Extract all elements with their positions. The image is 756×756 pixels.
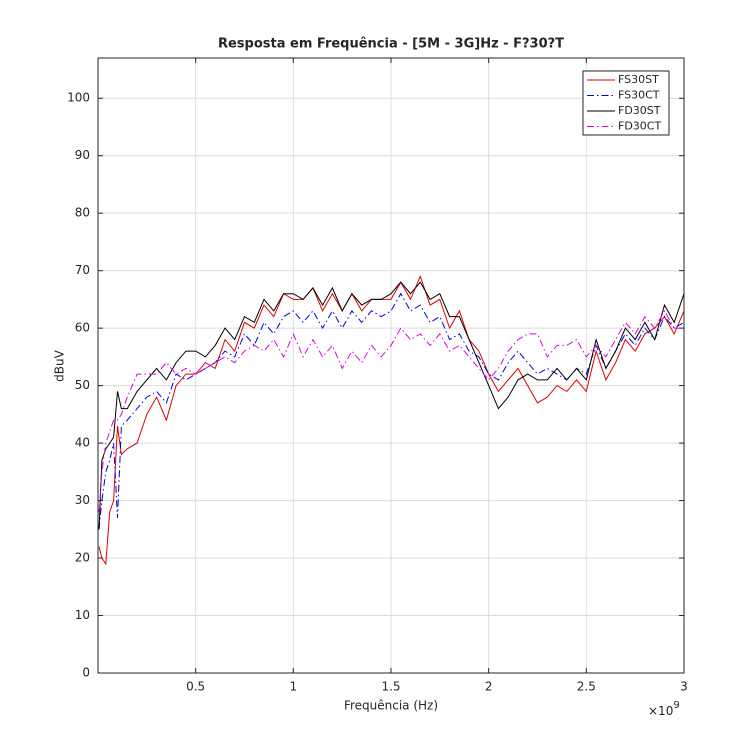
series-line [98, 281, 685, 530]
x-tick-label: 3 [680, 680, 688, 694]
x-multiplier-base: ×10 [648, 704, 673, 718]
y-tick-label: 50 [75, 378, 90, 392]
x-multiplier: ×109 [648, 700, 680, 718]
y-tick-label: 60 [75, 321, 90, 335]
x-tick-label: 0.5 [186, 680, 205, 694]
y-tick-label: 20 [75, 551, 90, 565]
legend-label: FS30CT [618, 89, 660, 102]
y-axis-label: dBuV [53, 349, 67, 381]
x-axis-label: Frequência (Hz) [344, 699, 438, 713]
x-tick-label: 1 [290, 680, 298, 694]
y-tick-label: 70 [75, 263, 90, 277]
legend-label: FD30CT [618, 120, 661, 133]
y-tick-label: 10 [75, 608, 90, 622]
legend-label: FS30ST [618, 73, 659, 86]
series-line [98, 292, 685, 530]
x-tick-label: 2.5 [577, 680, 596, 694]
chart-title: Resposta em Frequência - [5M - 3G]Hz - F… [218, 37, 564, 52]
y-tick-label: 80 [75, 206, 90, 220]
y-tick-label: 30 [75, 493, 90, 507]
y-tick-label: 40 [75, 436, 90, 450]
y-tick-label: 0 [82, 666, 90, 680]
x-tick-label: 2 [485, 680, 493, 694]
y-tick-label: 100 [67, 91, 90, 105]
y-tick-label: 90 [75, 148, 90, 162]
series-line [98, 309, 684, 513]
legend-box [582, 70, 670, 136]
plot-frame [97, 57, 685, 674]
x-multiplier-exp: 9 [673, 700, 679, 711]
x-tick-label: 1.5 [381, 680, 400, 694]
legend-label: FD30ST [618, 104, 661, 117]
